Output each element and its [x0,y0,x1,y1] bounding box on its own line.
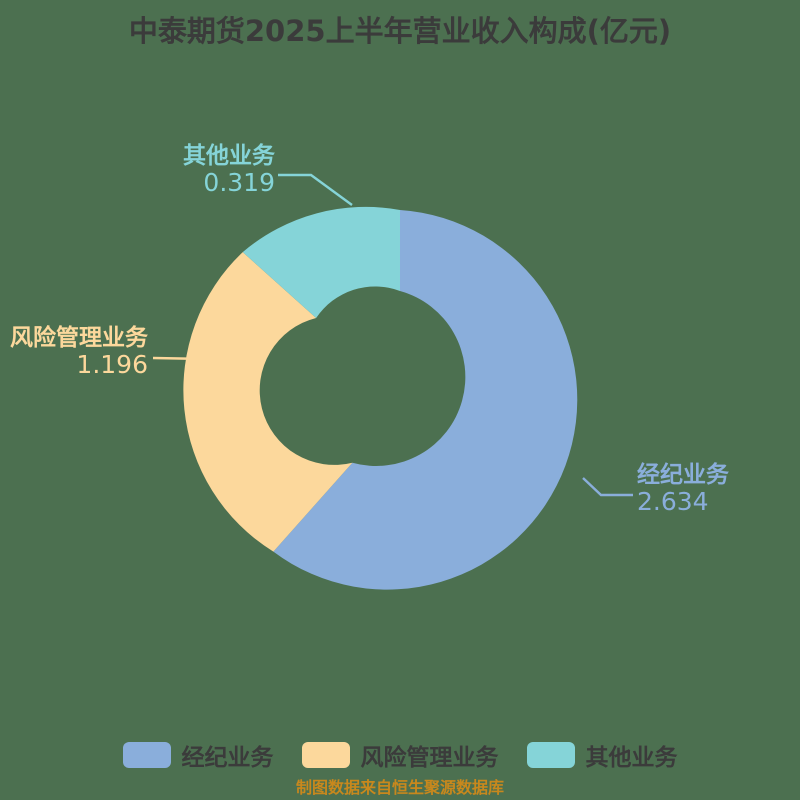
chart-legend: 经纪业务 风险管理业务 其他业务 [0,738,800,772]
legend-label-risk: 风险管理业务 [360,745,499,771]
callout-value-broker: 2.634 [637,486,709,516]
legend-swatch-risk [301,742,350,768]
callout-value-risk: 1.196 [76,349,148,379]
legend-item-risk[interactable]: 风险管理业务 [301,738,499,772]
legend-item-broker[interactable]: 经纪业务 [122,738,274,772]
chart-title: 中泰期货2025上半年营业收入构成(亿元) [128,14,672,48]
callout-label-risk: 风险管理业务 1.196 [0,325,148,379]
legend-swatch-other [526,742,575,768]
callout-value-other: 0.319 [203,167,275,197]
callout-name-other: 其他业务 [183,143,275,169]
leader-line-other [278,173,353,206]
footer-source-note: 制图数据来自恒生聚源数据库 [295,778,504,797]
leader-line-risk [152,356,208,361]
leader-line-broker [582,477,633,497]
legend-label-other: 其他业务 [585,745,678,771]
legend-swatch-broker [122,742,171,768]
donut-slice-broker[interactable] [273,210,578,590]
donut-slice-other[interactable] [242,206,400,318]
callout-name-risk: 风险管理业务 [10,325,148,351]
donut-slice-risk[interactable] [183,252,353,552]
legend-item-other[interactable]: 其他业务 [526,738,678,772]
callout-label-other: 其他业务 0.319 [175,143,275,197]
callout-name-broker: 经纪业务 [637,462,729,488]
callout-label-broker: 经纪业务 2.634 [637,462,797,516]
legend-label-broker: 经纪业务 [181,745,274,771]
